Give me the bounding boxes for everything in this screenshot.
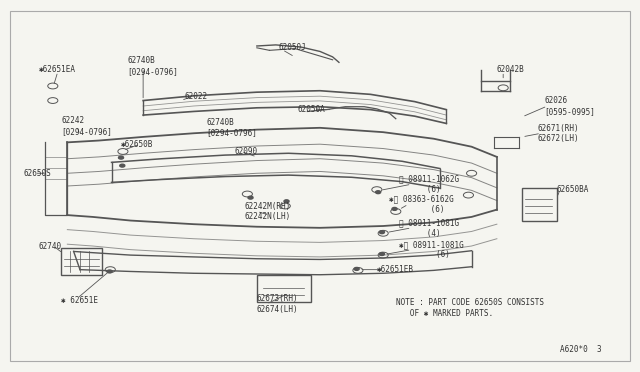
Circle shape (354, 267, 359, 270)
Circle shape (380, 231, 385, 234)
Text: ✱62650B: ✱62650B (121, 140, 154, 149)
Text: 62242
[0294-0796]: 62242 [0294-0796] (61, 116, 112, 136)
Circle shape (120, 164, 125, 167)
Text: 62050J: 62050J (279, 43, 307, 52)
Text: 62022: 62022 (184, 92, 207, 102)
Text: Ⓝ 08911-1081G
      (4): Ⓝ 08911-1081G (4) (399, 218, 459, 237)
Circle shape (284, 200, 289, 203)
Text: ✱Ⓝ 08911-1081G
        (6): ✱Ⓝ 08911-1081G (6) (399, 240, 464, 259)
Text: 62042B: 62042B (497, 65, 525, 74)
Text: 62671(RH)
62672(LH): 62671(RH) 62672(LH) (538, 124, 580, 143)
Text: ✱ 62651E: ✱ 62651E (61, 296, 98, 305)
Text: ✱62651EA: ✱62651EA (39, 65, 76, 74)
Text: Ⓝ 08911-1062G
      (6): Ⓝ 08911-1062G (6) (399, 174, 459, 194)
Text: 62673(RH)
62674(LH): 62673(RH) 62674(LH) (257, 295, 298, 314)
Circle shape (380, 253, 385, 256)
Circle shape (392, 208, 397, 210)
Text: NOTE : PART CODE 62650S CONSISTS
   OF ✱ MARKED PARTS.: NOTE : PART CODE 62650S CONSISTS OF ✱ MA… (396, 298, 544, 318)
Text: 62026
[0595-0995]: 62026 [0595-0995] (544, 96, 595, 116)
Text: ✱Ⓢ 08363-6162G
         (6): ✱Ⓢ 08363-6162G (6) (390, 195, 454, 214)
Circle shape (107, 270, 112, 273)
Text: 62740: 62740 (39, 241, 62, 250)
Text: 62242M(RH)
62242N(LH): 62242M(RH) 62242N(LH) (244, 202, 291, 221)
Circle shape (376, 191, 381, 194)
Text: 62050A: 62050A (298, 105, 326, 114)
Text: 62650BA: 62650BA (557, 185, 589, 194)
Text: 62650S: 62650S (23, 169, 51, 178)
Circle shape (118, 156, 124, 159)
Text: A620*0  3: A620*0 3 (560, 345, 602, 354)
Circle shape (248, 196, 253, 199)
Text: 62740B
[0294-0796]: 62740B [0294-0796] (206, 118, 257, 138)
Text: 62740B
[0294-0796]: 62740B [0294-0796] (127, 56, 178, 76)
Text: ✱62651EB: ✱62651EB (377, 265, 414, 274)
Text: 62090: 62090 (235, 147, 258, 156)
